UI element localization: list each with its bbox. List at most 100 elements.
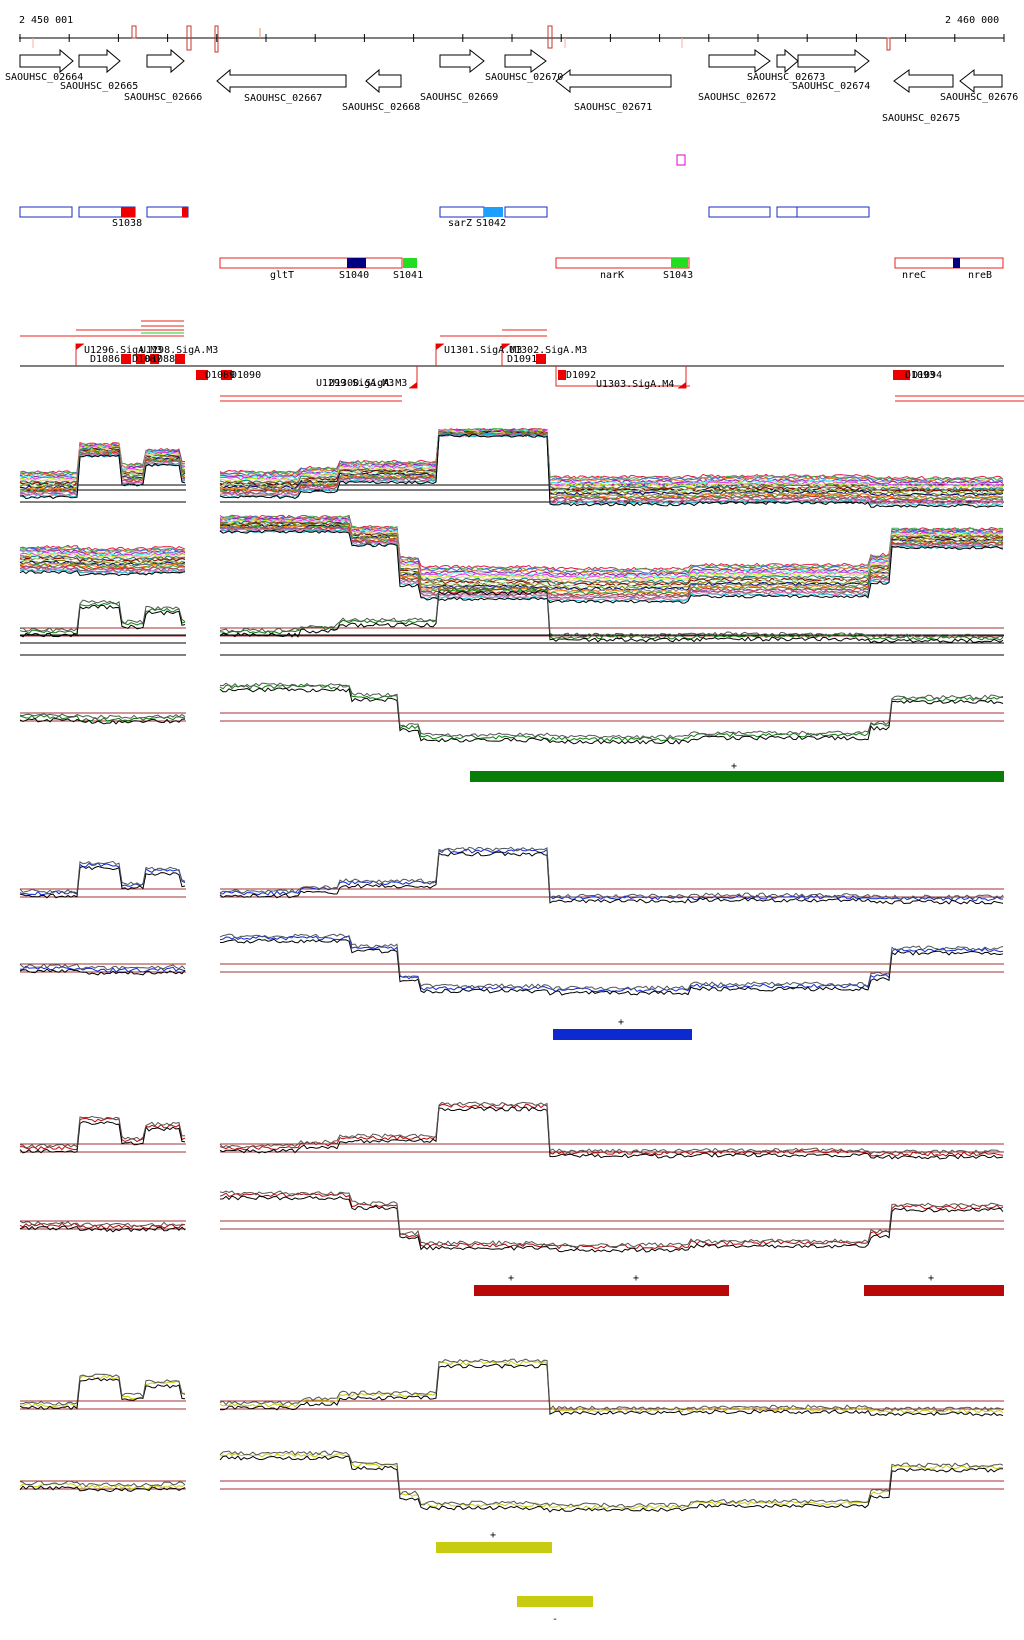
- annotation-box[interactable]: [19, 206, 73, 218]
- red-segment-bar[interactable]: [864, 1285, 1004, 1296]
- feature-label: D1089: [205, 370, 235, 381]
- condition-line: [19, 443, 186, 478]
- annotation-box[interactable]: [796, 206, 870, 218]
- annotation-box[interactable]: [504, 206, 548, 218]
- expression-line: [219, 938, 1004, 996]
- condition-line: [219, 429, 1004, 488]
- yellow-segment-bar[interactable]: [436, 1542, 552, 1553]
- red-segment-bar[interactable]: [474, 1285, 729, 1296]
- gene-arrow[interactable]: [216, 68, 347, 94]
- expression-line: [19, 713, 186, 720]
- expression-line: [19, 604, 186, 638]
- expression-line: [219, 1358, 1004, 1412]
- expression-line: [19, 860, 186, 894]
- transcription-unit-track: U1296.SigA.M3 U1298.SigA.M3 U1299.SigA.M…: [20, 320, 1024, 402]
- green-segment-bar[interactable]: [470, 771, 1004, 782]
- expression-line: [219, 1101, 1003, 1155]
- s1042-block[interactable]: [484, 207, 503, 217]
- feature-block[interactable]: [136, 354, 145, 364]
- gene-arrow[interactable]: [504, 49, 547, 73]
- annotation-box[interactable]: [555, 257, 690, 269]
- feature-block[interactable]: [121, 354, 131, 364]
- gene-arrow[interactable]: [19, 48, 74, 74]
- condition-line: [19, 556, 186, 563]
- annotation-box[interactable]: [146, 206, 189, 218]
- annotation-row-1: S1038 sarZ S1042: [19, 206, 870, 229]
- gene-arrow[interactable]: [146, 48, 185, 74]
- tu-label: U1300.SigA.M3: [329, 378, 407, 389]
- expression-line: [219, 684, 1004, 742]
- annotation-box[interactable]: [219, 257, 403, 269]
- feature-block[interactable]: [221, 370, 232, 380]
- expression-line: [219, 1360, 1004, 1414]
- segment-strand-mark: +: [633, 1273, 639, 1284]
- feature-block[interactable]: [175, 354, 185, 364]
- gene-label: SAOUHSC_02674: [792, 81, 870, 92]
- segment-strand-mark: +: [508, 1273, 514, 1284]
- ruler-mark: [886, 37, 891, 51]
- expression-line: [19, 714, 186, 722]
- ruler-end-label: 2 460 000: [945, 15, 999, 26]
- blue-segment-bar[interactable]: [553, 1029, 692, 1040]
- gene-arrow[interactable]: [776, 48, 799, 74]
- tu-bracket: [555, 366, 690, 387]
- tu-label: U1303.SigA.M4: [596, 379, 674, 390]
- annotation-box[interactable]: [708, 206, 771, 218]
- ruler-start-label: 2 450 001: [19, 15, 73, 26]
- feature-block[interactable]: [196, 370, 208, 380]
- feature-block[interactable]: [150, 354, 159, 364]
- gene-label: SAOUHSC_02665: [60, 81, 138, 92]
- segment-strand-mark: +: [928, 1273, 934, 1284]
- annotation-row-2: gltT S1040 S1041 narK S1043 nreC nreB: [219, 257, 1004, 281]
- gene-arrow[interactable]: [555, 68, 672, 94]
- segment-bars: + + + + + + -: [436, 761, 1004, 1625]
- annotation-box[interactable]: [894, 257, 1004, 269]
- condition-line: [19, 552, 185, 559]
- tu-label: U1298.SigA.M3: [140, 345, 218, 356]
- gene-arrow[interactable]: [365, 68, 402, 94]
- expression-line: [219, 1103, 1004, 1157]
- gene-arrow[interactable]: [78, 48, 121, 74]
- feature-label: D1092: [566, 370, 596, 381]
- s1043-block[interactable]: [671, 258, 688, 268]
- feature-block[interactable]: [893, 370, 910, 380]
- s1040-block[interactable]: [347, 258, 366, 268]
- gene-arrow[interactable]: [797, 48, 870, 74]
- feature-block[interactable]: [536, 354, 546, 364]
- annotation-box[interactable]: [776, 206, 798, 218]
- condition-line: [19, 553, 186, 560]
- yellow-segment-bar[interactable]: [517, 1596, 593, 1607]
- condition-line: [219, 432, 1004, 503]
- annotation-label: nreC: [902, 270, 926, 281]
- gene-arrow[interactable]: [893, 69, 954, 93]
- feature-label: D1094: [912, 370, 942, 381]
- multi-condition-panel: [19, 427, 1004, 656]
- feature-block[interactable]: [558, 370, 566, 380]
- annotation-label: S1041: [393, 270, 423, 281]
- gene-label: SAOUHSC_02670: [485, 72, 563, 83]
- magenta-feature[interactable]: [676, 154, 686, 166]
- annotation-box[interactable]: [439, 206, 485, 218]
- segment-strand-mark: +: [490, 1530, 496, 1541]
- ruler-mark: [547, 25, 553, 49]
- annotation-label: sarZ: [448, 218, 472, 229]
- tu-label: U1301.SigA.M3: [444, 345, 522, 356]
- gene-arrow[interactable]: [439, 48, 485, 74]
- red-block[interactable]: [182, 207, 188, 217]
- segment-strand-mark: -: [552, 1614, 558, 1625]
- condition-line: [19, 570, 186, 577]
- gene-arrow[interactable]: [708, 49, 771, 73]
- s1038-block[interactable]: [121, 207, 135, 217]
- nre-block[interactable]: [953, 258, 960, 268]
- condition-line: [219, 529, 1004, 604]
- ruler-ticks: [19, 34, 1005, 42]
- feature-label: D1086: [90, 354, 120, 365]
- annotation-label: S1040: [339, 270, 369, 281]
- gene-label: SAOUHSC_02673: [747, 72, 825, 83]
- ruler-mark: [214, 25, 219, 53]
- gene-arrow[interactable]: [959, 68, 1003, 94]
- gene-label: SAOUHSC_02669: [420, 92, 498, 103]
- tu-flag: [678, 382, 686, 388]
- tu-flag: [409, 382, 417, 388]
- s1041-block[interactable]: [403, 258, 417, 268]
